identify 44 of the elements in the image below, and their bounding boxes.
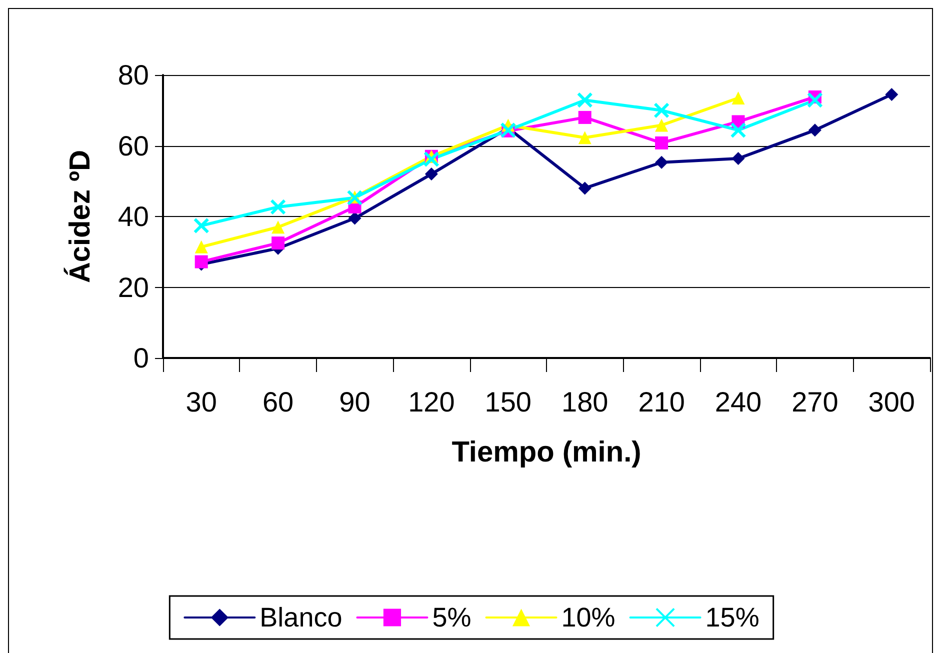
point <box>732 91 745 104</box>
point <box>272 220 285 234</box>
legend-label: 5% <box>432 602 472 632</box>
point <box>578 182 592 195</box>
point <box>424 168 438 181</box>
x-tick-label: 240 <box>714 386 762 418</box>
point <box>272 236 285 250</box>
legend-label: Blanco <box>260 602 342 632</box>
x-tick-label: 210 <box>638 386 685 418</box>
x-axis-title: Tiempo (min.) <box>452 436 642 468</box>
y-tick-label: 20 <box>118 272 149 303</box>
x-tick-label: 300 <box>868 386 916 418</box>
point <box>655 118 668 132</box>
legend-label: 10% <box>561 602 616 632</box>
point <box>808 124 822 137</box>
point <box>194 240 208 254</box>
point <box>578 110 592 124</box>
y-tick-label: 60 <box>118 130 149 162</box>
point <box>348 212 362 225</box>
x-tick-label: 150 <box>484 386 532 418</box>
point <box>655 156 668 169</box>
x-tick-label: 60 <box>262 386 294 418</box>
point <box>806 92 823 108</box>
x-tick-label: 180 <box>561 386 608 418</box>
point <box>194 255 208 268</box>
y-axis-title: Ácidez ºD <box>64 150 96 284</box>
point <box>193 218 210 234</box>
x-tick-label: 30 <box>186 386 217 418</box>
legend-label: 15% <box>705 602 760 632</box>
x-tick-label: 270 <box>792 386 838 418</box>
point <box>578 131 592 144</box>
point <box>730 122 746 138</box>
point <box>270 198 286 215</box>
point <box>654 102 670 118</box>
x-tick-label: 90 <box>339 386 370 418</box>
y-tick-label: 0 <box>133 342 149 374</box>
x-tick-label: 120 <box>408 386 455 418</box>
point <box>885 88 898 101</box>
point <box>576 92 593 108</box>
y-tick-label: 80 <box>118 60 149 90</box>
point <box>732 152 745 165</box>
point <box>655 136 668 150</box>
point <box>423 151 440 168</box>
y-tick-label: 40 <box>118 201 149 232</box>
